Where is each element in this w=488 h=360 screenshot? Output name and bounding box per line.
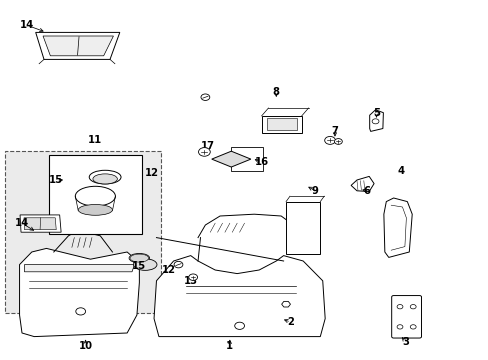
Text: 16: 16: [254, 157, 268, 167]
Polygon shape: [20, 215, 61, 232]
Bar: [261, 116, 301, 133]
Text: 12: 12: [162, 265, 175, 275]
Text: 14: 14: [15, 218, 29, 228]
Circle shape: [188, 274, 197, 280]
Ellipse shape: [93, 174, 117, 184]
Polygon shape: [24, 265, 134, 272]
Polygon shape: [383, 198, 411, 257]
Circle shape: [371, 119, 378, 124]
Text: 11: 11: [88, 135, 102, 145]
Bar: [266, 118, 296, 130]
Polygon shape: [24, 218, 56, 230]
Circle shape: [396, 325, 402, 329]
Polygon shape: [281, 301, 290, 307]
Polygon shape: [43, 36, 113, 56]
Polygon shape: [369, 110, 383, 131]
Text: 4: 4: [397, 166, 404, 176]
Bar: [285, 202, 320, 254]
Polygon shape: [154, 256, 325, 337]
Text: 9: 9: [311, 186, 318, 196]
Text: 15: 15: [49, 175, 63, 185]
Polygon shape: [20, 248, 139, 337]
Text: 2: 2: [287, 317, 294, 327]
Text: 3: 3: [402, 337, 408, 347]
Text: 6: 6: [363, 186, 369, 196]
Circle shape: [334, 139, 342, 144]
Circle shape: [409, 305, 415, 309]
Text: 10: 10: [79, 341, 92, 351]
Circle shape: [76, 308, 85, 315]
Circle shape: [234, 322, 244, 329]
Polygon shape: [36, 32, 120, 59]
Circle shape: [201, 94, 209, 100]
Bar: [49, 155, 142, 234]
Bar: [230, 147, 262, 171]
Ellipse shape: [129, 253, 149, 263]
Ellipse shape: [133, 259, 157, 270]
FancyBboxPatch shape: [391, 296, 421, 338]
Circle shape: [174, 261, 183, 268]
Text: 15: 15: [132, 261, 146, 271]
Text: 8: 8: [272, 87, 279, 97]
Polygon shape: [350, 176, 373, 192]
Circle shape: [396, 305, 402, 309]
Ellipse shape: [75, 186, 115, 206]
Polygon shape: [211, 151, 250, 167]
Ellipse shape: [130, 254, 148, 262]
Text: 12: 12: [144, 168, 158, 178]
Text: 5: 5: [372, 108, 379, 118]
Circle shape: [198, 148, 210, 156]
Circle shape: [409, 325, 415, 329]
Text: 1: 1: [226, 341, 233, 351]
Circle shape: [324, 136, 335, 144]
Text: 7: 7: [331, 126, 338, 136]
Ellipse shape: [78, 204, 112, 215]
Text: 17: 17: [201, 141, 214, 151]
Text: 13: 13: [183, 276, 197, 286]
Ellipse shape: [89, 170, 121, 184]
Text: 14: 14: [20, 20, 34, 30]
Bar: [5, 151, 161, 313]
